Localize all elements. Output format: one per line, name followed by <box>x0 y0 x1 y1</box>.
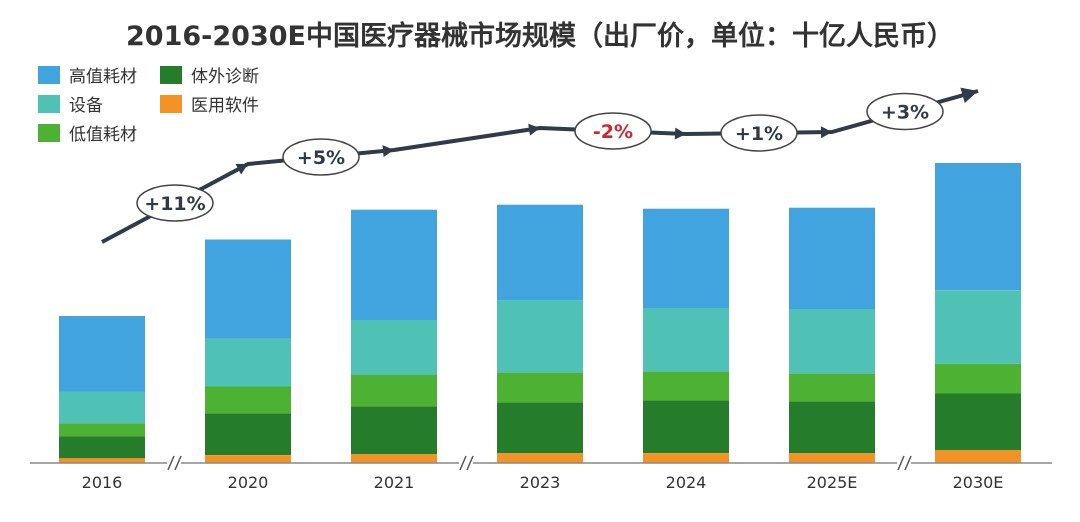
bar-segment <box>351 209 437 320</box>
trend-arrowhead <box>820 126 832 139</box>
bar-segment <box>935 393 1021 451</box>
bar-segment <box>205 338 291 387</box>
x-tick-label: 2020 <box>228 473 269 492</box>
bar-segment <box>59 458 145 463</box>
bar-segment <box>59 316 145 392</box>
growth-text: +1% <box>735 123 783 145</box>
legend-swatch <box>38 65 60 84</box>
trend-arrowhead <box>382 145 394 157</box>
axis-break-gap <box>167 460 181 466</box>
axis-break-mark <box>459 455 467 471</box>
axis-break <box>459 455 474 471</box>
legend-swatch <box>160 65 182 84</box>
bar-segment <box>205 455 291 463</box>
x-tick-label: 2025E <box>807 473 858 492</box>
axis-break-mark <box>904 455 912 471</box>
growth-label: +5% <box>282 138 360 176</box>
legend-swatch <box>38 123 60 142</box>
bar-segment <box>643 371 729 401</box>
axis-break-mark <box>466 455 474 471</box>
bar-segment <box>935 363 1021 394</box>
bar-segment <box>643 400 729 453</box>
bar-segment <box>789 207 875 309</box>
bar-segment <box>643 453 729 463</box>
bar-segment <box>351 374 437 407</box>
growth-ellipse <box>282 138 360 176</box>
x-tick-label: 2030E <box>953 473 1004 492</box>
chart-title: 2016-2030E中国医疗器械市场规模（出厂价，单位：十亿人民币） <box>126 21 954 52</box>
bar-segment <box>789 309 875 374</box>
legend-label: 医用软件 <box>191 96 259 116</box>
bar-segment <box>935 450 1021 463</box>
growth-ellipse <box>574 112 652 150</box>
bar-segment <box>205 239 291 339</box>
legend-item: 低值耗材 <box>38 120 137 145</box>
growth-label: +11% <box>136 184 214 222</box>
bar-segment <box>205 386 291 414</box>
x-tick-label: 2021 <box>374 473 415 492</box>
bar-segment <box>643 208 729 308</box>
growth-label: -2% <box>574 112 652 150</box>
legend-swatch <box>160 94 182 113</box>
trend-arrowhead <box>960 87 978 103</box>
legend-label: 设备 <box>69 96 103 116</box>
legend-label: 低值耗材 <box>69 125 137 145</box>
bar-segment <box>497 300 583 373</box>
growth-ellipse <box>136 184 214 222</box>
x-tick-label: 2016 <box>82 473 123 492</box>
bar-segment <box>789 453 875 463</box>
growth-ellipse <box>720 114 798 152</box>
bar-segment <box>59 391 145 424</box>
legend-item: 体外诊断 <box>160 62 259 87</box>
axis-break-gap <box>897 460 911 466</box>
trend-arrowhead <box>528 123 540 136</box>
growth-text: +5% <box>297 147 345 169</box>
bar-segment <box>497 453 583 463</box>
axis-break-mark <box>174 455 182 471</box>
bar-segment <box>497 372 583 403</box>
axis-break <box>897 455 912 471</box>
legend-item: 医用软件 <box>160 91 259 116</box>
growth-ellipse <box>866 92 944 131</box>
legend: 高值耗材 体外诊断设备 医用软件低值耗材 <box>38 62 338 146</box>
trend-arrowhead <box>674 127 686 140</box>
axis-break <box>167 455 182 471</box>
legend-label: 体外诊断 <box>191 67 259 87</box>
legend-label: 高值耗材 <box>69 67 137 87</box>
axis-break-mark <box>897 455 905 471</box>
bar-segment <box>351 320 437 375</box>
legend-item: 高值耗材 <box>38 62 137 87</box>
growth-text: -2% <box>593 121 633 143</box>
bar-segment <box>205 413 291 455</box>
bar-segment <box>789 373 875 402</box>
axis-break-mark <box>167 455 175 471</box>
axis-break-gap <box>459 460 473 466</box>
trend-arrowhead <box>235 163 248 175</box>
bar-segment <box>59 423 145 437</box>
legend-swatch <box>38 94 60 113</box>
growth-text: +11% <box>144 193 205 215</box>
growth-label: +1% <box>720 114 798 152</box>
bar-segment <box>935 163 1021 291</box>
x-tick-label: 2024 <box>666 473 707 492</box>
legend-item: 设备 <box>38 91 103 116</box>
bar-segment <box>351 406 437 455</box>
bar-segment <box>351 454 437 463</box>
bar-segment <box>497 204 583 301</box>
bar-segment <box>643 308 729 372</box>
bar-segment <box>789 401 875 454</box>
bar-segment <box>59 436 145 459</box>
growth-label: +3% <box>866 92 944 131</box>
bar-segment <box>497 402 583 454</box>
growth-text: +3% <box>881 102 929 124</box>
x-tick-label: 2023 <box>520 473 561 492</box>
bar-segment <box>935 290 1021 364</box>
